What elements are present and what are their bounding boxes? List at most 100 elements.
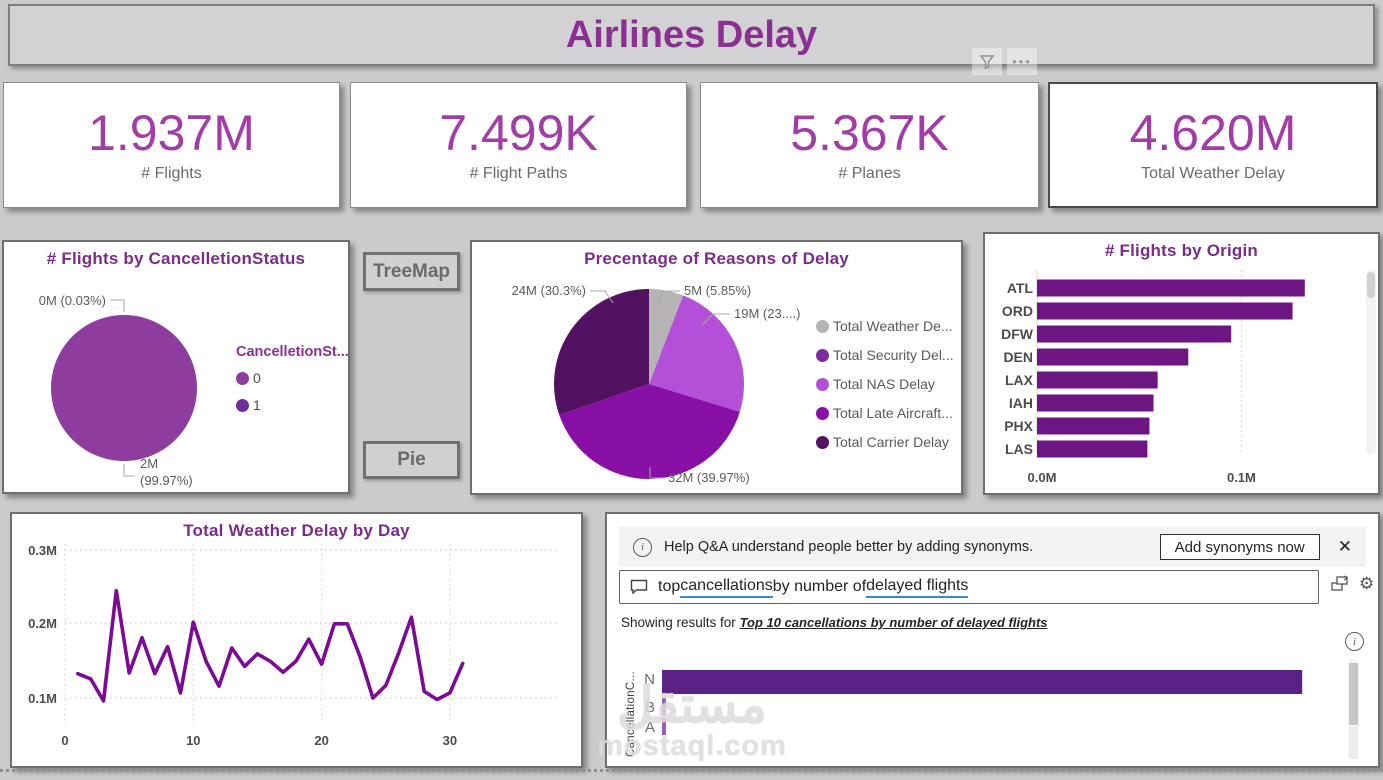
cancellation-pie-legend: CancelletionSt... 0 1 [236, 344, 349, 424]
origin-bar-ord[interactable] [1037, 302, 1293, 320]
data-label: DEN [1003, 349, 1033, 365]
qna-bar-n[interactable] [662, 670, 1303, 694]
legend-item-0[interactable]: 0 [236, 370, 349, 386]
qna-y-axis-label: CancellationC... [625, 671, 637, 758]
qna-bar-a[interactable] [662, 718, 666, 735]
origin-bar-phx[interactable] [1037, 417, 1150, 435]
info-icon: i [633, 537, 652, 557]
weather-delay-line-chart: 0.1M 0.2M 0.3M 0 10 20 30 [28, 543, 560, 748]
kpi-card-flight-paths[interactable]: 7.499K # Flight Paths [350, 82, 687, 208]
legend-dot-icon [816, 348, 829, 362]
dashboard-header: Airlines Delay [8, 4, 1375, 66]
scrollbar-thumb-shadow [1349, 727, 1358, 759]
pie-slice-total-nas-delay[interactable] [649, 295, 744, 412]
data-label: 0.1M [1227, 470, 1256, 485]
add-synonyms-button[interactable]: Add synonyms now [1159, 534, 1320, 560]
legend-label: Total Weather De... [833, 318, 953, 334]
legend-label: Total NAS Delay [833, 376, 935, 392]
data-label: 32M (39.97%) [668, 470, 750, 485]
cancellation-pie-chart: 0M (0.03%) 2M (99.97%) [39, 293, 197, 488]
data-label: PHX [1004, 418, 1033, 434]
origin-bar-las[interactable] [1037, 440, 1148, 458]
qna-bar-b[interactable] [662, 698, 666, 715]
page-resize-border [0, 769, 1383, 772]
pie-button[interactable]: Pie [363, 441, 460, 479]
kpi-label: # Flight Paths [469, 165, 568, 183]
kpi-label: # Flights [141, 165, 202, 183]
delay-reasons-legend: Total Weather De... Total Security Del..… [816, 318, 954, 463]
kpi-card-total-weather-delay[interactable]: 4.620M Total Weather Delay [1048, 82, 1378, 208]
weather-delay-line-series[interactable] [76, 588, 465, 703]
pie-slice-total-weather-delay[interactable] [649, 289, 684, 384]
data-label: 19M (23....) [734, 306, 800, 321]
scrollbar-thumb[interactable] [1367, 272, 1375, 298]
kpi-value: 7.499K [439, 104, 598, 161]
legend-dot-icon [816, 319, 829, 333]
legend-dot-icon [236, 371, 249, 385]
legend-dot-icon [236, 398, 249, 412]
origin-bar-atl[interactable] [1037, 279, 1305, 297]
pie-slice-0[interactable] [50, 315, 197, 461]
legend-dot-icon [816, 377, 829, 391]
kpi-value: 5.367K [790, 104, 949, 161]
data-label: 0 [61, 733, 68, 748]
qna-panel: i Help Q&A understand people better by a… [605, 512, 1380, 768]
data-label: LAS [1005, 441, 1033, 457]
cancellation-pie-panel: # Flights by CancelletionStatus 0M (0.03… [2, 240, 350, 494]
more-options-icon[interactable]: ••• [1007, 48, 1037, 75]
close-icon[interactable]: ✕ [1337, 537, 1352, 556]
legend-label: Total Carrier Delay [833, 434, 949, 450]
legend-item-nas[interactable]: Total NAS Delay [816, 376, 954, 392]
scrollbar-track[interactable] [1366, 270, 1376, 454]
speech-bubble-icon [630, 579, 648, 595]
query-text: top [658, 578, 681, 595]
banner-text: Help Q&A understand people better by add… [664, 539, 1034, 555]
pie-slice-total-late-aircraft-delay[interactable] [559, 384, 740, 480]
page-title: Airlines Delay [565, 13, 818, 56]
query-term-delayed-flights[interactable]: delayed flights [866, 577, 969, 598]
kpi-card-planes[interactable]: 5.367K # Planes [700, 82, 1039, 208]
flights-by-origin-panel: # Flights by Origin ATL ORD DFW DEN LAX IAH PH… [983, 232, 1380, 495]
data-label: A [645, 719, 655, 736]
legend-dot-icon [816, 435, 829, 449]
data-label: (99.97%) [140, 473, 193, 488]
qna-result-bar-chart: NBA [644, 670, 1303, 736]
visual-hover-toolbar: ••• [972, 48, 1037, 75]
legend-item-weather[interactable]: Total Weather De... [816, 318, 954, 334]
gear-icon[interactable]: ⚙ [1359, 574, 1375, 593]
data-label: N [644, 671, 655, 688]
origin-bar-lax[interactable] [1037, 371, 1158, 389]
legend-item-carrier[interactable]: Total Carrier Delay [816, 434, 954, 450]
turn-into-visual-icon[interactable] [1331, 575, 1350, 597]
origin-bar-dfw[interactable] [1037, 325, 1232, 343]
chart-title: Precentage of Reasons of Delay [584, 249, 849, 268]
legend-item-late-aircraft[interactable]: Total Late Aircraft... [816, 405, 954, 421]
kpi-card-flights[interactable]: 1.937M # Flights [3, 82, 340, 208]
pie-slice-total-carrier-delay[interactable] [554, 289, 649, 416]
kpi-label: Total Weather Delay [1141, 165, 1285, 183]
qna-synonyms-banner: i Help Q&A understand people better by a… [619, 527, 1366, 567]
legend-item-1[interactable]: 1 [236, 397, 349, 413]
data-label: 0.0M [1028, 470, 1057, 485]
kpi-value: 4.620M [1129, 104, 1297, 161]
flights-by-origin-chart: ATL ORD DFW DEN LAX IAH PHX LAS 0.0M 0.1M [1001, 270, 1305, 485]
data-label: 24M (30.3%) [512, 283, 586, 298]
data-label: 2M [140, 456, 158, 471]
scrollbar-thumb[interactable] [1349, 663, 1358, 725]
filter-icon[interactable] [972, 48, 1002, 75]
origin-bar-iah[interactable] [1037, 394, 1154, 412]
results-restatement-link[interactable]: Top 10 cancellations by number of delaye… [739, 615, 1048, 630]
query-term-cancellations[interactable]: cancellations [680, 577, 773, 598]
data-label: 20 [314, 733, 328, 748]
origin-bar-den[interactable] [1037, 348, 1189, 366]
legend-label: Total Late Aircraft... [833, 405, 953, 421]
data-label: LAX [1005, 372, 1034, 388]
legend-item-security[interactable]: Total Security Del... [816, 347, 954, 363]
data-label: IAH [1009, 395, 1033, 411]
kpi-label: # Planes [838, 165, 901, 183]
info-icon[interactable]: i [1345, 632, 1364, 651]
chart-title: Total Weather Delay by Day [183, 521, 410, 540]
qna-question-input[interactable]: top cancellations by number of delayed f… [619, 570, 1319, 604]
treemap-button[interactable]: TreeMap [363, 252, 460, 291]
chart-title: # Flights by CancelletionStatus [46, 249, 306, 268]
